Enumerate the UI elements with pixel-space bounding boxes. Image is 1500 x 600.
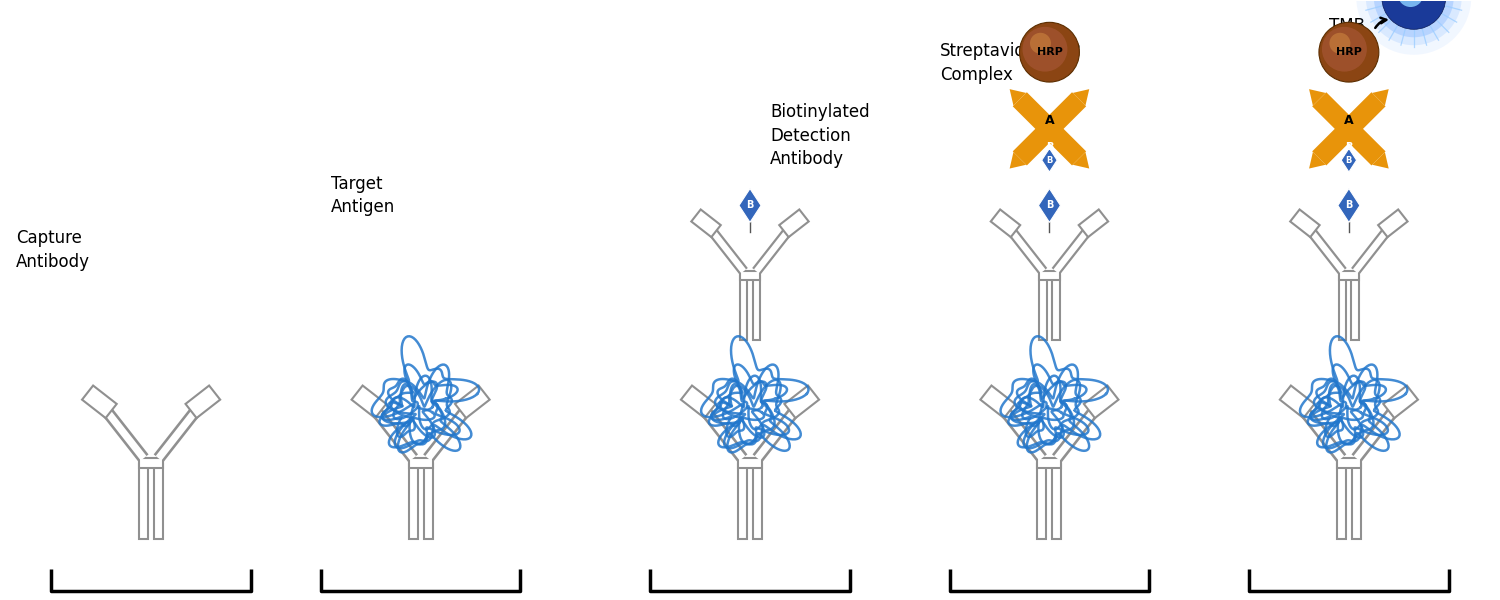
Polygon shape bbox=[1010, 152, 1026, 169]
Text: Target
Antigen: Target Antigen bbox=[332, 175, 394, 216]
Polygon shape bbox=[1312, 92, 1386, 166]
Circle shape bbox=[1020, 22, 1080, 82]
FancyBboxPatch shape bbox=[1040, 271, 1059, 280]
FancyBboxPatch shape bbox=[1383, 386, 1417, 418]
FancyBboxPatch shape bbox=[740, 271, 760, 280]
FancyBboxPatch shape bbox=[1378, 209, 1407, 237]
FancyBboxPatch shape bbox=[784, 386, 819, 418]
FancyBboxPatch shape bbox=[778, 209, 808, 237]
FancyBboxPatch shape bbox=[981, 386, 1016, 418]
Text: Capture
Antibody: Capture Antibody bbox=[16, 229, 90, 271]
Polygon shape bbox=[1041, 148, 1058, 172]
Polygon shape bbox=[1072, 152, 1089, 169]
Circle shape bbox=[1329, 33, 1350, 53]
Text: B: B bbox=[1047, 156, 1053, 165]
FancyBboxPatch shape bbox=[1040, 277, 1047, 340]
Circle shape bbox=[1366, 0, 1461, 45]
FancyBboxPatch shape bbox=[1352, 464, 1360, 539]
FancyBboxPatch shape bbox=[423, 464, 432, 539]
Text: B: B bbox=[1346, 142, 1353, 152]
FancyBboxPatch shape bbox=[1038, 464, 1047, 539]
Circle shape bbox=[1382, 0, 1446, 29]
FancyBboxPatch shape bbox=[140, 464, 148, 539]
Polygon shape bbox=[1072, 89, 1089, 106]
FancyBboxPatch shape bbox=[692, 209, 722, 237]
Text: B: B bbox=[1346, 200, 1353, 211]
FancyBboxPatch shape bbox=[408, 458, 432, 468]
Text: Biotinylated
Detection
Antibody: Biotinylated Detection Antibody bbox=[770, 103, 870, 169]
Polygon shape bbox=[1010, 89, 1026, 106]
FancyBboxPatch shape bbox=[408, 464, 417, 539]
FancyBboxPatch shape bbox=[1338, 277, 1347, 340]
Text: B: B bbox=[747, 200, 753, 211]
FancyBboxPatch shape bbox=[140, 458, 164, 468]
Text: B: B bbox=[1046, 142, 1053, 152]
FancyBboxPatch shape bbox=[1280, 386, 1314, 418]
Polygon shape bbox=[1013, 92, 1086, 166]
FancyBboxPatch shape bbox=[1338, 271, 1359, 280]
Circle shape bbox=[1030, 33, 1051, 53]
Circle shape bbox=[1318, 22, 1378, 82]
Circle shape bbox=[1374, 0, 1454, 37]
Polygon shape bbox=[1310, 152, 1326, 169]
FancyBboxPatch shape bbox=[454, 386, 489, 418]
FancyBboxPatch shape bbox=[681, 386, 716, 418]
Text: B: B bbox=[1346, 156, 1352, 165]
FancyBboxPatch shape bbox=[1352, 277, 1359, 340]
Text: HRP: HRP bbox=[1336, 47, 1362, 57]
FancyBboxPatch shape bbox=[990, 209, 1020, 237]
Polygon shape bbox=[1341, 148, 1356, 172]
FancyBboxPatch shape bbox=[1078, 209, 1108, 237]
FancyBboxPatch shape bbox=[1038, 458, 1062, 468]
FancyBboxPatch shape bbox=[82, 386, 117, 418]
Text: TMB: TMB bbox=[1329, 17, 1365, 35]
Text: Streptavidin-HRP
Complex: Streptavidin-HRP Complex bbox=[939, 43, 1082, 84]
Polygon shape bbox=[740, 188, 760, 223]
FancyBboxPatch shape bbox=[738, 464, 747, 539]
Circle shape bbox=[1322, 27, 1366, 71]
FancyBboxPatch shape bbox=[1053, 464, 1062, 539]
Circle shape bbox=[1356, 0, 1472, 55]
Polygon shape bbox=[1372, 152, 1389, 169]
FancyBboxPatch shape bbox=[186, 386, 220, 418]
FancyBboxPatch shape bbox=[740, 277, 747, 340]
FancyBboxPatch shape bbox=[1084, 386, 1119, 418]
Polygon shape bbox=[1038, 188, 1060, 223]
Text: A: A bbox=[1344, 115, 1353, 127]
FancyBboxPatch shape bbox=[1336, 458, 1360, 468]
Polygon shape bbox=[1338, 188, 1360, 223]
FancyBboxPatch shape bbox=[1290, 209, 1320, 237]
FancyBboxPatch shape bbox=[351, 386, 386, 418]
FancyBboxPatch shape bbox=[154, 464, 164, 539]
Polygon shape bbox=[1013, 92, 1086, 166]
FancyBboxPatch shape bbox=[753, 277, 760, 340]
Circle shape bbox=[1398, 0, 1423, 7]
Polygon shape bbox=[1310, 89, 1326, 106]
Circle shape bbox=[1023, 27, 1068, 71]
Polygon shape bbox=[1372, 89, 1389, 106]
FancyBboxPatch shape bbox=[738, 458, 762, 468]
FancyBboxPatch shape bbox=[753, 464, 762, 539]
FancyBboxPatch shape bbox=[1336, 464, 1346, 539]
Polygon shape bbox=[1312, 92, 1386, 166]
FancyBboxPatch shape bbox=[1052, 277, 1059, 340]
Text: HRP: HRP bbox=[1036, 47, 1062, 57]
Text: B: B bbox=[1046, 200, 1053, 211]
Text: A: A bbox=[1044, 115, 1054, 127]
